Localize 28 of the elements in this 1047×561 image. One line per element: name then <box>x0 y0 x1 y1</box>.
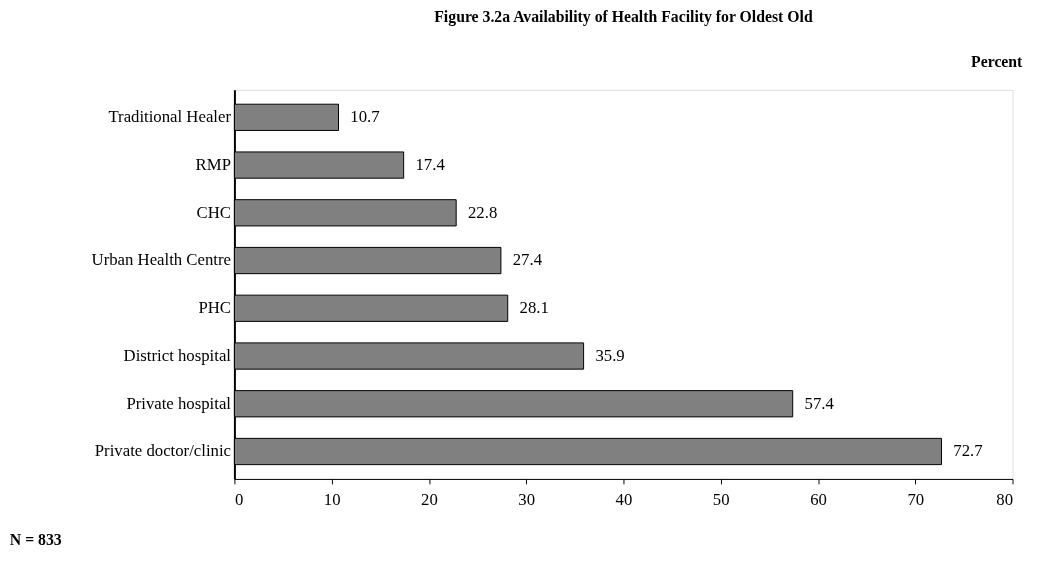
text: Percent <box>971 53 1024 71</box>
x-tick-label: 0 <box>234 490 244 510</box>
data-label: 72.7 <box>953 441 983 461</box>
data-label: 22.8 <box>468 202 498 222</box>
y-tick-label: Urban Health Centre <box>91 250 231 270</box>
chart-title: Figure 3.2a Availability of Health Facility for Oldest Old <box>434 7 813 26</box>
x-tick-label: 30 <box>518 490 536 510</box>
x-tick-label: 80 <box>996 490 1014 510</box>
y-tick-label: Private doctor/clinic <box>94 441 231 461</box>
x-tick-label: 50 <box>712 490 730 510</box>
y-tick-label: District hospital <box>123 345 232 365</box>
y-tick-label: CHC <box>196 202 231 222</box>
y-tick-label: PHC <box>198 298 231 318</box>
x-tick-label: 10 <box>323 490 341 510</box>
x-tick-label: 70 <box>907 490 925 510</box>
data-label: 27.4 <box>512 250 543 270</box>
data-label: 28.1 <box>519 298 549 318</box>
data-label: 10.7 <box>350 107 380 127</box>
data-label: 57.4 <box>804 393 835 413</box>
x-tick-label: 60 <box>810 490 827 510</box>
data-label: 17.4 <box>415 154 446 174</box>
x-tick-label: 40 <box>615 490 633 510</box>
y-tick-label: Traditional Healer <box>108 107 232 127</box>
x-tick-label: 20 <box>421 490 438 510</box>
text: N = 833 <box>9 530 62 548</box>
data-label: 35.9 <box>595 345 625 365</box>
y-tick-label: RMP <box>195 154 231 174</box>
y-tick-label: Private hospital <box>126 393 232 413</box>
